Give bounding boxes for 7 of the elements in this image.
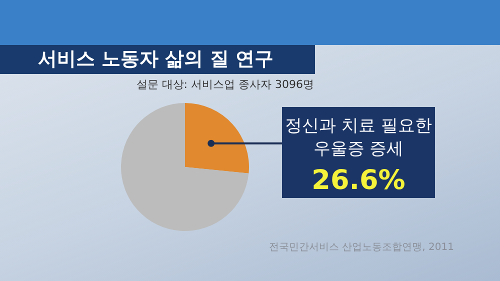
pie-slice xyxy=(121,103,249,231)
chart-title: 서비스 노동자 삶의 질 연구 xyxy=(0,45,315,74)
pie-slice xyxy=(185,103,249,174)
chart-subtitle: 설문 대상: 서비스업 종사자 3096명 xyxy=(136,77,314,92)
data-label: 26.6% xyxy=(312,165,406,196)
text: 전국민간서비스 산업노동조합연맹, 2011 xyxy=(269,241,454,254)
slice-label: 정신과 치료 필요한 우울증 증세 xyxy=(285,116,432,159)
